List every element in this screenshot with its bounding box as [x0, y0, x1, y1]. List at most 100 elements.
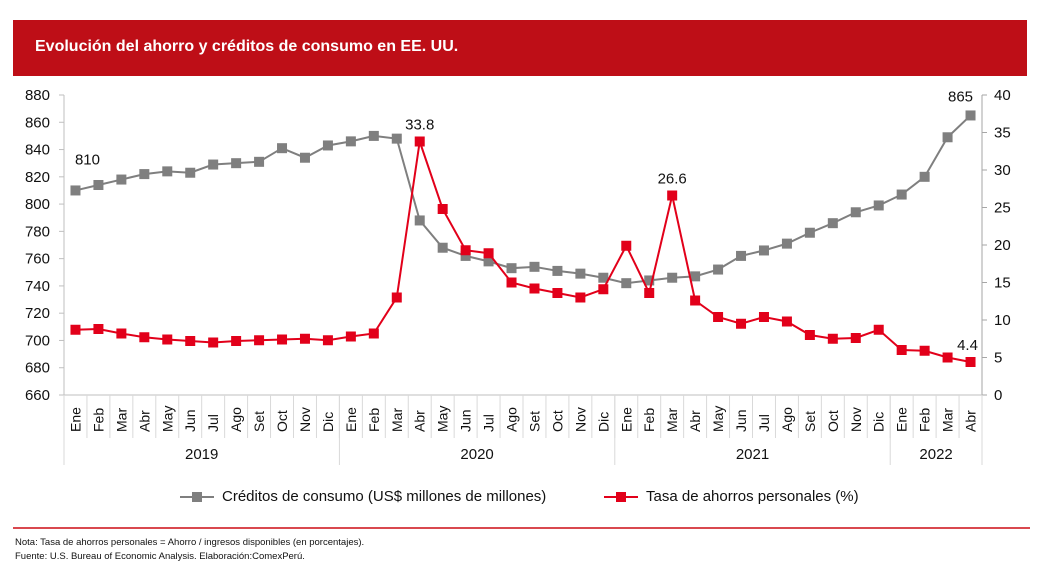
data-point-credit	[690, 271, 701, 282]
data-point-savings	[483, 248, 494, 259]
line-chart: 660 680 700 720 740 760 780 800 820 840 860 880 0 5 10…	[25, 87, 1011, 465]
left-axis-tick-label: 840	[25, 142, 50, 159]
series-line-credit	[75, 114, 972, 285]
footer-source: Fuente: U.S. Bureau of Economic Analysis…	[15, 551, 305, 562]
data-point-savings	[506, 277, 517, 288]
data-point-credit	[506, 263, 517, 274]
month-tick-label: Abr	[963, 410, 979, 432]
data-point-credit	[322, 140, 333, 151]
data-label-savings: 4.4	[957, 337, 978, 354]
data-point-savings	[896, 345, 907, 355]
data-point-credit	[254, 156, 265, 167]
data-point-savings	[254, 335, 265, 346]
data-point-savings	[345, 331, 356, 342]
month-tick-label: Dic	[320, 412, 336, 432]
series-layer	[70, 110, 976, 367]
data-point-credit	[162, 166, 173, 177]
data-point-savings	[827, 333, 838, 344]
data-point-credit	[850, 207, 861, 218]
data-point-credit	[575, 268, 586, 279]
right-axis-tick-label: 15	[994, 275, 1011, 292]
data-point-savings	[552, 288, 563, 298]
legend: Créditos de consumo (US$ millones de mil…	[0, 488, 1044, 510]
legend-label-savings: Tasa de ahorros personales (%)	[646, 488, 859, 505]
month-tick-label: Ago	[228, 407, 244, 432]
data-point-credit	[896, 189, 907, 200]
data-point-savings	[391, 292, 402, 303]
month-tick-label: Nov	[572, 407, 588, 432]
legend-label-credit: Créditos de consumo (US$ millones de mil…	[222, 488, 547, 505]
data-point-credit	[781, 238, 792, 249]
month-tick-label: May	[435, 406, 451, 432]
month-tick-label: Nov	[848, 407, 864, 432]
data-point-savings	[758, 312, 769, 322]
data-point-savings	[368, 328, 379, 339]
left-axis-tick-label: 680	[25, 360, 50, 377]
data-point-savings	[93, 324, 104, 334]
right-axis-tick-label: 20	[994, 237, 1011, 254]
data-label-savings: 33.8	[405, 117, 434, 134]
data-point-savings	[162, 334, 173, 345]
data-point-savings	[299, 333, 310, 344]
data-point-savings	[139, 332, 150, 343]
data-point-credit	[552, 265, 563, 276]
left-axis-tick-label: 740	[25, 278, 50, 295]
data-point-savings	[322, 335, 333, 346]
data-point-savings	[529, 283, 540, 294]
month-tick-label: Jul	[205, 414, 221, 432]
data-point-savings	[231, 336, 242, 346]
year-label: 2020	[460, 446, 493, 463]
right-axis-tick-label: 40	[994, 87, 1011, 104]
left-axis-tick-label: 860	[25, 114, 50, 131]
data-point-credit	[460, 250, 471, 261]
data-point-credit	[713, 264, 724, 275]
month-tick-label: Ene	[618, 407, 634, 432]
data-point-credit	[736, 250, 747, 261]
data-point-savings	[598, 284, 609, 295]
legend-swatch-gray-square-icon	[180, 491, 214, 503]
data-point-savings	[208, 337, 219, 348]
data-point-credit	[758, 245, 769, 256]
left-axis-tick-label: 700	[25, 332, 50, 349]
data-point-credit	[529, 261, 540, 272]
data-point-savings	[414, 136, 425, 147]
data-point-credit	[277, 143, 288, 154]
month-tick-label: Ene	[343, 407, 359, 432]
data-point-credit	[598, 272, 609, 283]
data-point-credit	[139, 169, 150, 180]
month-tick-label: Feb	[90, 408, 106, 432]
month-tick-label: Jun	[733, 409, 749, 432]
axes: 660 680 700 720 740 760 780 800 820 840 860 880 0 5 10…	[25, 87, 1011, 465]
data-point-savings	[804, 330, 815, 340]
year-label: 2021	[736, 446, 769, 463]
data-point-credit	[93, 180, 104, 190]
data-point-savings	[437, 204, 448, 214]
month-tick-label: May	[710, 406, 726, 432]
legend-item-credit: Créditos de consumo (US$ millones de mil…	[180, 488, 546, 505]
month-tick-label: Abr	[136, 410, 152, 432]
data-point-savings	[575, 292, 586, 303]
data-point-savings	[850, 333, 861, 343]
month-tick-label: Feb	[366, 408, 382, 432]
month-tick-label: Nov	[297, 407, 313, 432]
month-tick-label: Oct	[549, 410, 565, 432]
data-label-credit: 865	[948, 88, 973, 105]
data-point-credit	[873, 200, 884, 211]
chart-title: Evolución del ahorro y créditos de consu…	[35, 38, 459, 55]
left-axis-tick-label: 800	[25, 196, 50, 213]
month-tick-label: Mar	[113, 408, 129, 432]
left-axis-tick-label: 820	[25, 169, 50, 186]
data-point-credit	[942, 132, 953, 143]
left-axis-tick-label: 720	[25, 305, 50, 322]
month-tick-label: Ago	[779, 407, 795, 432]
data-point-savings	[116, 328, 127, 339]
month-tick-label: May	[159, 406, 175, 432]
footer-divider	[13, 527, 1030, 529]
data-point-credit	[391, 133, 402, 144]
data-point-credit	[185, 167, 196, 178]
month-tick-label: Set	[526, 411, 542, 432]
right-axis-tick-label: 5	[994, 350, 1002, 367]
data-point-credit	[483, 256, 494, 267]
data-point-credit	[827, 218, 838, 229]
data-point-credit	[804, 227, 815, 238]
